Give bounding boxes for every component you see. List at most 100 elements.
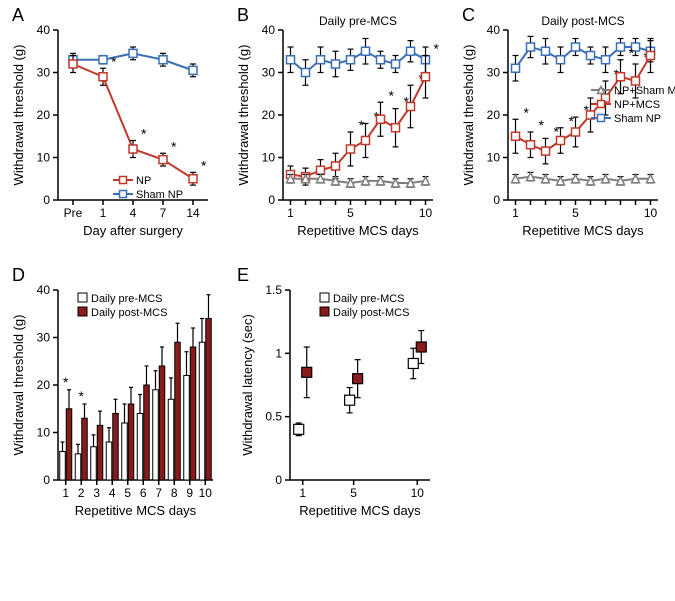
svg-text:Repetitive MCS days: Repetitive MCS days bbox=[522, 223, 644, 238]
svg-text:3: 3 bbox=[93, 486, 100, 500]
panel-d-plot: ** bbox=[60, 295, 212, 480]
panel-c-label: C bbox=[462, 5, 475, 26]
svg-text:*: * bbox=[141, 126, 147, 142]
svg-text:1: 1 bbox=[287, 206, 294, 220]
svg-text:40: 40 bbox=[487, 23, 501, 37]
svg-text:6: 6 bbox=[140, 486, 147, 500]
panel-b-label: B bbox=[237, 5, 249, 26]
svg-text:Daily post-MCS: Daily post-MCS bbox=[91, 307, 167, 319]
panel-b-plot: ****** bbox=[287, 39, 440, 188]
svg-text:5: 5 bbox=[347, 206, 354, 220]
panel-c-title: Daily post-MCS bbox=[541, 14, 624, 28]
svg-text:*: * bbox=[63, 374, 69, 390]
svg-text:Daily pre-MCS: Daily pre-MCS bbox=[333, 293, 405, 305]
svg-text:1: 1 bbox=[275, 346, 282, 360]
svg-text:4: 4 bbox=[109, 486, 116, 500]
svg-text:20: 20 bbox=[262, 108, 276, 122]
panel-a-legend: NP Sham NP bbox=[113, 175, 183, 201]
panel-c: C Daily post-MCS 0102030401510Repetitive… bbox=[460, 10, 675, 260]
svg-text:NP: NP bbox=[136, 175, 151, 187]
svg-text:*: * bbox=[111, 53, 117, 69]
svg-text:30: 30 bbox=[487, 66, 501, 80]
svg-text:30: 30 bbox=[37, 66, 51, 80]
svg-text:9: 9 bbox=[186, 486, 193, 500]
svg-text:0: 0 bbox=[43, 473, 50, 487]
svg-text:10: 10 bbox=[199, 486, 213, 500]
svg-text:Withdrawal threshold (g): Withdrawal threshold (g) bbox=[11, 315, 26, 456]
svg-text:NP+Sham MCS: NP+Sham MCS bbox=[614, 85, 675, 97]
panel-e: E 00.511.51510Repetitive MCS daysWithdra… bbox=[235, 270, 450, 550]
svg-text:7: 7 bbox=[160, 206, 167, 220]
panel-d: D 01020304012345678910Repetitive MCS day… bbox=[10, 270, 225, 550]
svg-text:0: 0 bbox=[275, 473, 282, 487]
svg-text:*: * bbox=[629, 45, 635, 61]
svg-text:Daily post-MCS: Daily post-MCS bbox=[333, 307, 409, 319]
panel-b-svg: Daily pre-MCS 0102030401510Repetitive MC… bbox=[235, 10, 450, 260]
panel-a-plot: * * * * bbox=[69, 47, 207, 185]
svg-text:1: 1 bbox=[62, 486, 69, 500]
svg-text:Withdrawal threshold (g): Withdrawal threshold (g) bbox=[11, 45, 26, 186]
svg-text:NP+MCS: NP+MCS bbox=[614, 99, 660, 111]
svg-text:0: 0 bbox=[493, 193, 500, 207]
svg-text:Withdrawal threshold (g): Withdrawal threshold (g) bbox=[461, 45, 476, 186]
panel-a: A 010203040Pre14714Day after surgeryWith… bbox=[10, 10, 225, 260]
svg-text:0.5: 0.5 bbox=[265, 410, 282, 424]
svg-text:10: 10 bbox=[411, 486, 425, 500]
svg-text:10: 10 bbox=[487, 151, 501, 165]
svg-text:40: 40 bbox=[37, 23, 51, 37]
svg-text:Daily pre-MCS: Daily pre-MCS bbox=[91, 293, 163, 305]
panel-b-title: Daily pre-MCS bbox=[319, 14, 397, 28]
svg-text:30: 30 bbox=[37, 331, 51, 345]
panel-c-legend: NP+Sham MCS NP+MCS Sham NP bbox=[591, 85, 675, 125]
svg-text:1.5: 1.5 bbox=[265, 283, 282, 297]
svg-text:8: 8 bbox=[171, 486, 178, 500]
svg-text:*: * bbox=[434, 41, 440, 57]
svg-text:Day after surgery: Day after surgery bbox=[83, 223, 183, 238]
svg-text:10: 10 bbox=[419, 206, 433, 220]
svg-text:Sham NP: Sham NP bbox=[614, 113, 661, 125]
svg-text:14: 14 bbox=[186, 206, 200, 220]
panel-e-legend: Daily pre-MCS Daily post-MCS bbox=[320, 293, 409, 319]
svg-text:20: 20 bbox=[487, 108, 501, 122]
svg-text:20: 20 bbox=[37, 108, 51, 122]
svg-text:5: 5 bbox=[124, 486, 131, 500]
svg-text:10: 10 bbox=[644, 206, 658, 220]
svg-text:*: * bbox=[171, 138, 177, 154]
panel-b: B Daily pre-MCS 0102030401510Repetitive … bbox=[235, 10, 450, 260]
panel-c-svg: Daily post-MCS 0102030401510Repetitive M… bbox=[460, 10, 675, 260]
svg-text:30: 30 bbox=[262, 66, 276, 80]
svg-text:1: 1 bbox=[299, 486, 306, 500]
svg-text:5: 5 bbox=[350, 486, 357, 500]
panel-e-plot bbox=[294, 331, 427, 436]
svg-text:7: 7 bbox=[155, 486, 162, 500]
figure-grid: A 010203040Pre14714Day after surgeryWith… bbox=[10, 10, 665, 550]
svg-text:*: * bbox=[201, 157, 207, 173]
svg-text:Withdrawal latency (sec): Withdrawal latency (sec) bbox=[240, 314, 255, 456]
svg-text:2: 2 bbox=[78, 486, 85, 500]
svg-text:Sham NP: Sham NP bbox=[136, 189, 183, 201]
svg-text:40: 40 bbox=[262, 23, 276, 37]
svg-text:*: * bbox=[79, 388, 85, 404]
svg-text:10: 10 bbox=[37, 426, 51, 440]
svg-text:*: * bbox=[539, 117, 545, 133]
svg-text:1: 1 bbox=[512, 206, 519, 220]
svg-text:40: 40 bbox=[37, 283, 51, 297]
svg-text:0: 0 bbox=[43, 193, 50, 207]
panel-a-axes: 010203040Pre14714Day after surgeryWithdr… bbox=[11, 23, 208, 238]
svg-text:*: * bbox=[389, 87, 395, 103]
panel-a-label: A bbox=[12, 5, 24, 26]
svg-text:10: 10 bbox=[37, 151, 51, 165]
svg-text:Repetitive MCS days: Repetitive MCS days bbox=[297, 223, 419, 238]
panel-e-svg: 0 0.5 1 1.5 1 5 10 Repetitive MCS days Withdrawa… bbox=[235, 270, 450, 550]
svg-text:Repetitive MCS days: Repetitive MCS days bbox=[75, 503, 197, 518]
svg-text:0: 0 bbox=[268, 193, 275, 207]
panel-d-label: D bbox=[12, 265, 25, 286]
svg-text:Withdrawal threshold (g): Withdrawal threshold (g) bbox=[236, 45, 251, 186]
svg-text:Repetitive MCS days: Repetitive MCS days bbox=[299, 503, 421, 518]
svg-text:*: * bbox=[524, 104, 530, 120]
svg-text:Pre: Pre bbox=[64, 206, 83, 220]
svg-text:*: * bbox=[569, 113, 575, 129]
panel-d-legend: Daily pre-MCS Daily post-MCS bbox=[78, 293, 167, 319]
panel-d-svg: 01020304012345678910Repetitive MCS daysW… bbox=[10, 270, 225, 550]
svg-text:*: * bbox=[359, 117, 365, 133]
